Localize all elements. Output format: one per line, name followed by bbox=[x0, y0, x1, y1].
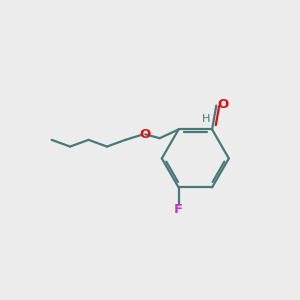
Text: H: H bbox=[202, 114, 211, 124]
Text: O: O bbox=[140, 128, 151, 141]
Text: F: F bbox=[174, 203, 183, 216]
Text: O: O bbox=[217, 98, 228, 111]
